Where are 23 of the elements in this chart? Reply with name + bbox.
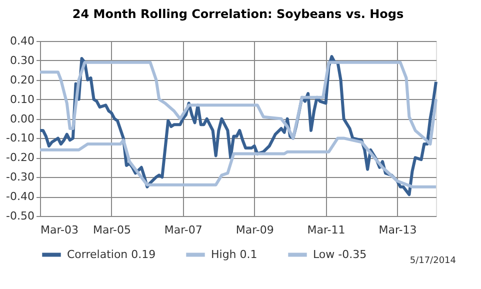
x-tick-label: Mar-07 bbox=[164, 224, 202, 236]
legend-label: Low -0.35 bbox=[313, 248, 367, 261]
y-tick-label: -0.20 bbox=[6, 151, 34, 164]
x-tick-label: Mar-03 bbox=[40, 224, 79, 236]
x-tick-label: Mar-13 bbox=[378, 224, 417, 236]
y-tick-label: -0.50 bbox=[6, 210, 34, 222]
y-tick-label: -0.30 bbox=[6, 170, 34, 184]
line-series bbox=[38, 60, 438, 146]
y-tick-label: -0.40 bbox=[6, 190, 34, 204]
y-tick-label: -0.10 bbox=[6, 132, 34, 145]
legend-label: High 0.1 bbox=[211, 248, 258, 261]
y-tick-label: 0.00 bbox=[10, 112, 34, 126]
text: 5/17/2014 bbox=[410, 256, 456, 266]
y-tick-label: 0.40 bbox=[10, 34, 34, 48]
y-tick-label: 0.10 bbox=[10, 92, 34, 106]
y-tick-label: 0.20 bbox=[10, 73, 34, 86]
chart-title: 24 Month Rolling Correlation: Soybeans vs. Hogs bbox=[72, 7, 404, 21]
x-tick-label: Mar-09 bbox=[236, 224, 274, 236]
x-tick-label: Mar-05 bbox=[92, 224, 132, 236]
legend-label: Correlation 0.19 bbox=[67, 248, 156, 261]
x-tick-label: Mar-11 bbox=[307, 224, 346, 236]
line-series bbox=[38, 136, 438, 188]
y-tick-label: 0.30 bbox=[10, 54, 34, 67]
